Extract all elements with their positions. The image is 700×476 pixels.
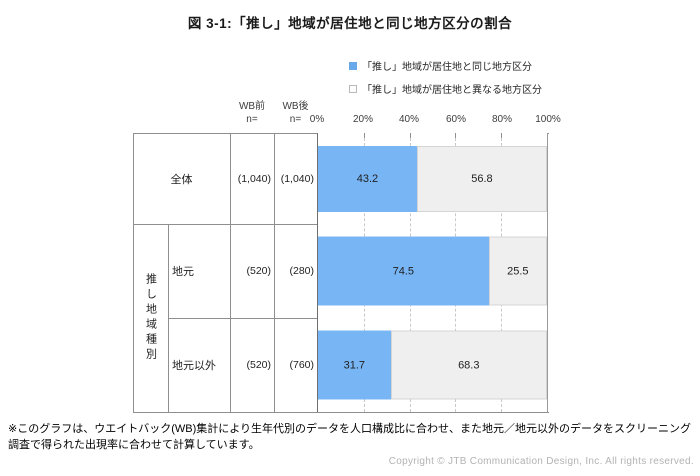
axis-tick-40: 40% [398,114,420,125]
bar-segment-same: 43.2 [318,145,417,212]
legend-label-different: 「推し」地域が居住地と異なる地方区分 [362,85,542,96]
row-label-jimoto-igai: 地元以外 [172,360,216,372]
table-border-bottom [133,412,549,413]
bar-segment-same: 31.7 [318,330,391,400]
axis-tick-60: 60% [445,114,467,125]
axis-tickmark-20 [363,133,365,138]
n-value-zentai-wb-after: (1,040) [280,172,314,185]
footnote: ※このグラフは、ウエイトバック(WB)集計により生年代別のデータを人口構成比に合… [8,423,692,451]
table-row-divider-2 [168,318,317,319]
legend: 「推し」地域が居住地と同じ地方区分 「推し」地域が居住地と異なる地方区分 [349,59,542,96]
bar-value-same: 31.7 [343,359,365,371]
column-header-wb-before-line1: WB前 [238,101,266,112]
n-value-jimoto-igai-wb-after: (760) [289,359,314,371]
n-value-zentai-wb-before: (1,040) [237,172,271,185]
stacked-bar-zentai: 43.2 56.8 [318,145,547,212]
bar-segment-different: 25.5 [488,236,547,306]
bar-value-same: 43.2 [356,172,379,185]
legend-swatch-same-icon [349,61,357,70]
page-title: 図 3-1:「推し」地域が居住地と同じ地方区分の割合 [187,16,513,31]
table-col-divider-group [168,224,169,412]
axis-tick-80: 80% [491,114,513,125]
bar-value-same: 74.5 [392,265,414,277]
legend-item-different: 「推し」地域が居住地と異なる地方区分 [349,82,542,96]
group-label-oshi-region-type: 推し地域種別 [144,273,157,363]
axis-tickmark-60 [455,133,457,138]
bar-row-jimoto: 74.5 25.5 [318,224,547,318]
copyright: Copyright © JTB Communication Design, In… [388,456,694,467]
column-header-wb-after: WB後 n= [274,100,317,126]
bar-segment-different: 56.8 [416,145,547,212]
table-border-left [133,133,134,413]
legend-swatch-different-icon [349,84,357,93]
bar-row-zentai: 43.2 56.8 [318,133,547,224]
table-col-divider-wb [274,133,275,413]
bar-value-different: 56.8 [471,172,493,185]
axis-tick-20: 20% [352,114,374,125]
bar-segment-same: 74.5 [318,236,489,306]
bar-value-different: 68.3 [458,359,480,371]
legend-item-same: 「推し」地域が居住地と同じ地方区分 [349,59,542,73]
bar-row-jimoto-igai: 31.7 68.3 [318,318,547,412]
table-col-divider-label [230,133,231,413]
bar-segment-different: 68.3 [390,330,547,400]
axis-tick-0: 0% [309,114,325,125]
axis-tickmark-40 [409,133,411,138]
n-value-jimoto-igai-wb-before: (520) [246,359,271,371]
column-header-wb-before-line2: n= [246,114,258,125]
row-label-zentai: 全体 [170,173,193,186]
bar-value-different: 25.5 [507,265,529,277]
table-row-divider-1 [133,224,317,225]
column-header-wb-after-line2: n= [289,114,302,125]
row-label-jimoto: 地元 [172,266,194,278]
n-value-jimoto-wb-before: (520) [246,265,271,277]
axis-tick-100: 100% [535,114,561,125]
legend-label-same: 「推し」地域が居住地と同じ地方区分 [362,62,532,73]
column-header-wb-before: WB前 n= [230,100,274,126]
column-header-wb-after-line1: WB後 [282,101,309,112]
n-value-jimoto-wb-after: (280) [289,265,314,277]
plot-area: 43.2 56.8 74.5 25.5 31.7 [317,133,548,412]
stacked-bar-jimoto-igai: 31.7 68.3 [318,330,547,400]
axis-tickmark-80 [501,133,503,138]
stacked-bar-jimoto: 74.5 25.5 [318,236,547,306]
